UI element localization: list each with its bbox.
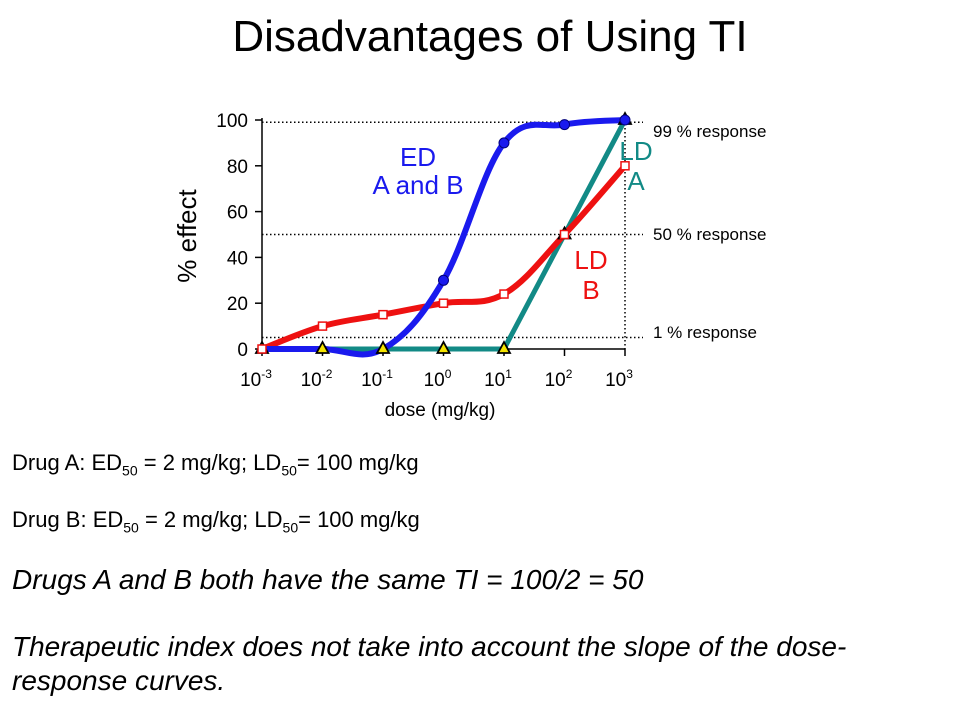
point-ed-a-and-b bbox=[498, 137, 510, 149]
x-tick-label: 10-2 bbox=[301, 367, 333, 391]
x-tick-exponent: 0 bbox=[445, 367, 452, 381]
x-tick-exponent: 2 bbox=[566, 367, 573, 381]
slide-title: Disadvantages of Using TI bbox=[232, 12, 748, 61]
point-ld-a bbox=[314, 340, 331, 354]
drug-b-mid: = 2 mg/kg; LD bbox=[138, 507, 283, 532]
x-tick-label: 102 bbox=[545, 367, 573, 391]
point-ld-b bbox=[438, 298, 449, 308]
reference-label-50: 50 % response bbox=[653, 225, 766, 244]
drug-a-line: Drug A: ED50 = 2 mg/kg; LD50= 100 mg/kg bbox=[12, 450, 419, 478]
curve-label-2-line-1: B bbox=[582, 275, 599, 305]
point-ed-a-and-b bbox=[438, 274, 449, 286]
curve-label-0-line-0: ED bbox=[400, 142, 436, 172]
point-ld-a bbox=[496, 340, 512, 354]
reference-label-99: 99 % response bbox=[653, 122, 766, 141]
x-tick-exponent: -2 bbox=[322, 367, 333, 381]
x-tick-label: 100 bbox=[424, 367, 452, 391]
drug-b-suffix: = 100 mg/kg bbox=[298, 507, 420, 532]
x-tick-label: 10-1 bbox=[361, 367, 393, 391]
slope-note: Therapeutic index does not take into acc… bbox=[12, 631, 847, 696]
point-ld-a bbox=[375, 340, 391, 354]
dose-response-chart: 99 % response 50 % response 1 % response 0 2… bbox=[172, 111, 766, 421]
curve-label-1-line-1: A bbox=[627, 166, 645, 196]
y-axis-label: % effect bbox=[172, 188, 202, 282]
y-tick-label: 0 bbox=[237, 340, 248, 361]
drug-a-prefix: Drug A: ED bbox=[12, 450, 123, 475]
y-tick-label: 80 bbox=[227, 157, 248, 178]
drug-b-line: Drug B: ED50 = 2 mg/kg; LD50= 100 mg/kg bbox=[12, 507, 420, 535]
x-tick-exponent: 1 bbox=[505, 367, 512, 381]
y-tick-label: 60 bbox=[227, 203, 248, 224]
x-tick-base: 10 bbox=[545, 370, 566, 391]
x-tick-label: 101 bbox=[484, 367, 512, 391]
y-tick-label: 100 bbox=[216, 111, 248, 132]
x-tick-base: 10 bbox=[605, 370, 626, 391]
x-tick-base: 10 bbox=[361, 370, 382, 391]
reference-label-5: 1 % response bbox=[653, 323, 757, 342]
ti-conclusion: Drugs A and B both have the same TI = 10… bbox=[12, 564, 644, 595]
y-tick-label: 40 bbox=[227, 248, 248, 269]
point-ld-b bbox=[317, 321, 328, 331]
point-ld-b bbox=[559, 229, 570, 240]
drug-b-ed-subscript: 50 bbox=[123, 519, 139, 536]
x-axis-label: dose (mg/kg) bbox=[385, 400, 496, 421]
drug-a-ed-subscript: 50 bbox=[122, 462, 138, 479]
x-tick-exponent: -1 bbox=[382, 367, 393, 381]
curve-label-2-line-0: LD bbox=[574, 245, 607, 275]
x-tick-base: 10 bbox=[240, 370, 261, 391]
x-tick-exponent: 3 bbox=[626, 367, 633, 381]
x-tick-base: 10 bbox=[484, 370, 505, 391]
point-ed-a-and-b bbox=[559, 119, 570, 131]
drug-a-mid: = 2 mg/kg; LD bbox=[137, 450, 282, 475]
x-tick-exponent: -3 bbox=[261, 367, 272, 381]
drug-b-ld-subscript: 50 bbox=[282, 519, 299, 536]
x-tick-base: 10 bbox=[424, 370, 445, 391]
x-tick-label: 10-3 bbox=[240, 367, 272, 391]
x-tick-label: 103 bbox=[605, 367, 633, 391]
point-ld-a bbox=[435, 340, 452, 354]
curve-label-0-line-1: A and B bbox=[372, 170, 463, 200]
x-tick-base: 10 bbox=[301, 370, 322, 391]
curve-label-1-line-0: LD bbox=[619, 136, 652, 166]
y-tick-label: 20 bbox=[227, 294, 248, 315]
drug-b-prefix: Drug B: ED bbox=[12, 507, 124, 532]
drug-a-ld-subscript: 50 bbox=[281, 462, 297, 479]
point-ld-b bbox=[378, 309, 388, 320]
point-ld-b bbox=[499, 289, 509, 299]
point-ld-b bbox=[620, 161, 630, 171]
drug-a-suffix: = 100 mg/kg bbox=[296, 450, 419, 475]
point-ld-b bbox=[257, 344, 267, 354]
point-ed-a-and-b bbox=[619, 114, 631, 126]
